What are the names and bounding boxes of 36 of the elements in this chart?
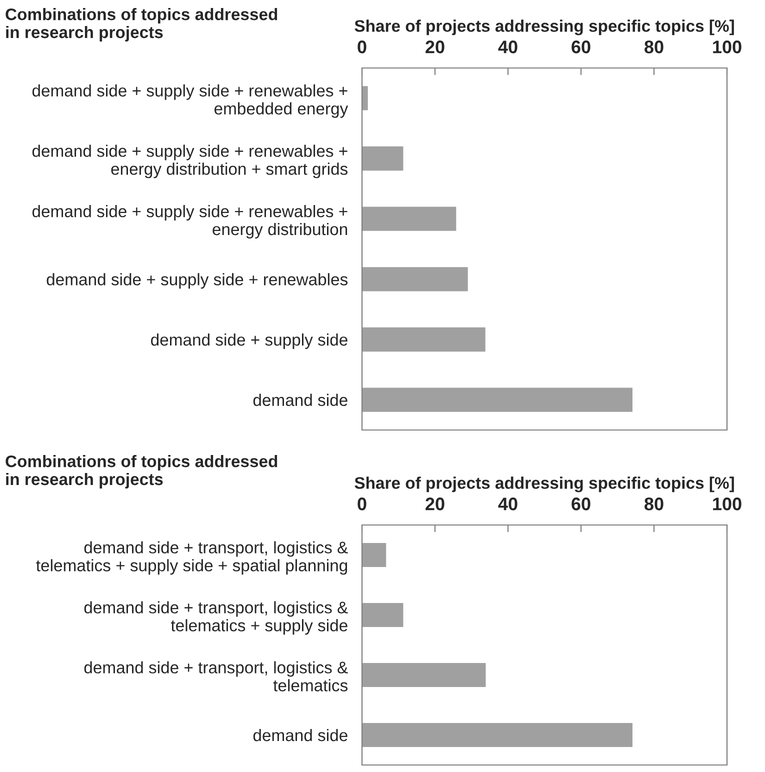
bar (362, 86, 368, 110)
x-tick-label: 20 (426, 40, 444, 54)
x-tick-label: 100 (713, 40, 742, 54)
x-tick-label: 60 (572, 40, 590, 54)
text: Combinations of topics addressed in research projects (6, 8, 278, 42)
x-axis-title: Share of projects addressing specific topics [%] (354, 20, 734, 36)
x-tick-label: 60 (572, 498, 590, 510)
y-tick-label: demand side + transport, logistics & telematics (84, 661, 348, 692)
bar (362, 663, 486, 687)
bar (362, 723, 632, 747)
bar (362, 543, 386, 567)
x-tick-label: 80 (644, 40, 664, 54)
x-tick-label: 100 (713, 498, 742, 510)
y-tick-label: demand side (253, 728, 348, 742)
x-tick-label: 20 (426, 498, 444, 510)
bar (362, 388, 632, 412)
y-tick-label: demand side + supply side + renewables + energy distribution (32, 205, 348, 239)
bar (362, 267, 468, 292)
bar (362, 327, 486, 352)
bar (362, 603, 404, 627)
x-tick-label: 0 (358, 40, 366, 54)
x-axis-title: Share of projects addressing specific topics [%] (354, 476, 734, 492)
y-tick-label: demand side + supply side + renewables (46, 273, 348, 289)
x-tick-label: 40 (498, 40, 518, 54)
y-tick-label: demand side + transport, logistics & telematics + supply side + spatial planning (36, 541, 348, 575)
y-tick-label: demand side (253, 394, 348, 406)
y-tick-label: demand side + supply side + renewables + energy distribution + smart grids (32, 144, 348, 178)
x-tick-label: 0 (358, 498, 366, 510)
y-tick-label: demand side + transport, logistics & telematics + supply side (84, 601, 348, 635)
y-tick-label: demand side + supply side + renewables + embedded energy (32, 84, 348, 118)
y-tick-label: demand side + supply side (151, 333, 348, 349)
bar (362, 206, 456, 231)
text: Combinations of topics addressed in research projects (6, 455, 278, 488)
x-tick-label: 40 (498, 498, 518, 510)
x-tick-label: 80 (644, 498, 664, 510)
bar (362, 146, 404, 171)
